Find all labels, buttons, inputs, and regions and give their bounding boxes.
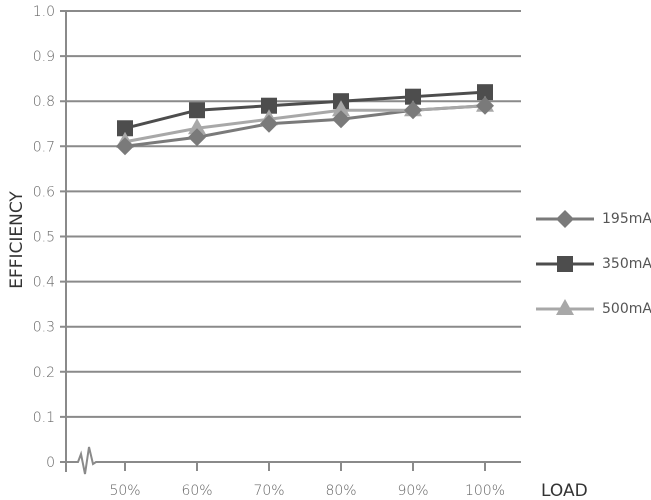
legend: 195mA 350mA 500mA [534,205,651,340]
legend-item-350ma: 350mA [534,250,651,295]
diamond-marker-icon [536,210,594,228]
x-tick-label: 50% [109,483,140,499]
diamond-marker-icon [332,110,350,129]
y-tick-label: 0.5 [33,230,55,246]
x-tick-label: 80% [325,483,356,499]
x-tick-label: 90% [397,483,428,499]
y-tick-label: 0.7 [33,139,55,155]
series-line-195mA [124,104,486,148]
y-axis-title: EFFICIENCY [7,191,27,289]
legend-label: 195mA [602,211,651,227]
x-axis-title: LOAD [541,481,588,500]
y-tick-label: 0 [46,455,55,471]
square-marker-icon [477,84,493,101]
square-marker-icon [536,256,594,272]
x-tick-label: 70% [253,483,284,499]
square-marker-icon [261,97,277,114]
legend-item-500ma: 500mA [534,295,651,340]
y-tick-label: 0.9 [33,49,55,65]
square-marker-icon [189,102,205,119]
square-marker-icon [117,120,133,137]
y-tick-label: 0.3 [33,320,55,336]
diamond-marker-icon [260,114,278,133]
y-tick-label: 0.2 [33,365,55,381]
diamond-marker-icon [404,101,422,120]
x-axis: 50% 60% 70% 80% 90% 100% [60,446,521,499]
gridlines [60,10,521,418]
x-tick-label: 60% [181,483,212,499]
y-tick-label: 0.6 [33,184,55,200]
x-tick-label: 100% [465,483,505,499]
legend-label: 500mA [602,301,651,317]
triangle-marker-icon [536,299,594,315]
y-axis: 0 0.1 0.2 0.3 0.4 0.5 0.6 0.7 0.8 0.9 1.0 [33,4,67,472]
y-tick-label: 0.4 [33,275,55,291]
triangle-marker-icon [188,118,206,135]
y-tick-label: 0.8 [33,94,55,110]
diamond-marker-icon [476,96,494,115]
triangle-marker-icon [332,100,350,117]
data-series [116,84,494,156]
square-marker-icon [405,88,421,105]
series-line-350mA [124,90,486,130]
legend-label: 350mA [602,256,651,272]
series-line-500mA [124,104,486,144]
legend-item-195ma: 195mA [534,205,651,250]
diamond-marker-icon [116,137,134,156]
y-tick-label: 0.1 [33,410,55,426]
y-tick-label: 1.0 [33,4,55,20]
diamond-marker-icon [188,128,206,147]
